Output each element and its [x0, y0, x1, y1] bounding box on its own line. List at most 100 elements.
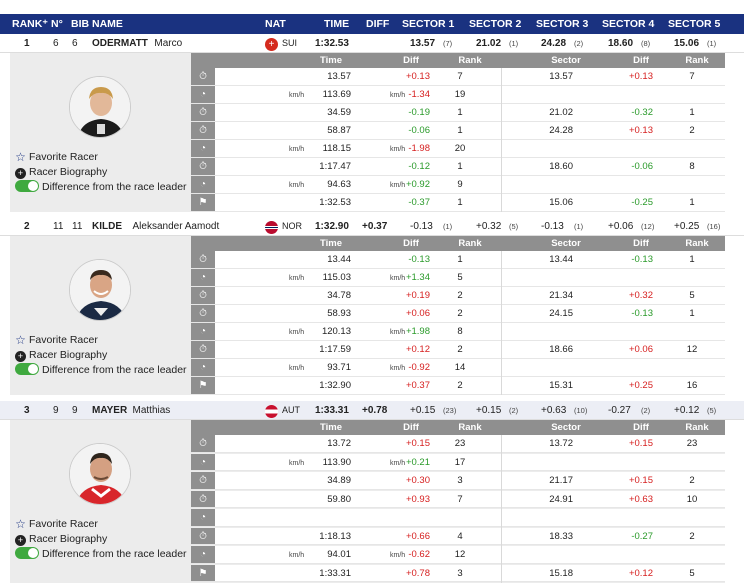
col-sector2[interactable]: SECTOR 2	[469, 18, 522, 30]
stopwatch-icon: ⏱	[191, 68, 215, 85]
difference-toggle[interactable]: Difference from the race leader	[15, 180, 187, 193]
favorite-racer-label: Favorite Racer	[29, 151, 98, 163]
col-sector1[interactable]: SECTOR 1	[402, 18, 455, 30]
speed-icon: ◔	[191, 176, 215, 193]
favorite-racer-label: Favorite Racer	[29, 334, 98, 346]
sector-rank: 1	[689, 308, 695, 319]
th-sector: Sector	[551, 55, 581, 66]
stopwatch-icon: ⏱	[191, 341, 215, 358]
sector-diff: -0.25	[631, 197, 653, 208]
difference-toggle[interactable]: Difference from the race leader	[15, 547, 187, 560]
col-bib[interactable]: BIB	[71, 18, 90, 30]
sector-rank: 2	[689, 125, 695, 136]
sector-time: 13.44	[549, 254, 573, 265]
split-diff: +0.78	[405, 567, 430, 579]
split-row: ⏱ 34.59 -0.19 1 21.02 -0.32 1	[191, 104, 725, 122]
sector-time: 24.15	[549, 308, 573, 319]
difference-toggle[interactable]: Difference from the race leader	[15, 363, 187, 376]
unit-label: km/h	[390, 275, 406, 282]
favorite-racer-link[interactable]: ☆ Favorite Racer	[15, 151, 98, 163]
sector-diff: -0.13	[631, 254, 653, 265]
racer-biography-link[interactable]: + Racer Biography	[15, 166, 107, 179]
favorite-racer-link[interactable]: ☆ Favorite Racer	[15, 518, 98, 530]
split-rank: 14	[454, 362, 466, 373]
racer-sector-value: +0.15	[476, 405, 502, 416]
table-divider	[501, 251, 502, 395]
racer-rank: 3	[24, 405, 30, 416]
racer-no: 11	[53, 221, 64, 232]
racer-diff: +0.37	[362, 221, 388, 232]
racer-summary-row[interactable]: 3 9 9 MAYER Matthias AUT 1:33.31 +0.78 +0…	[0, 401, 744, 420]
sector-time: 13.57	[549, 71, 573, 82]
table-divider	[501, 435, 502, 583]
toggle-switch[interactable]	[15, 363, 39, 375]
split-rank: 1	[457, 254, 463, 265]
racer-lastname[interactable]: ODERMATT	[92, 38, 148, 49]
racer-summary-row[interactable]: 1 6 6 ODERMATT Marco + SUI 1:32.53 13.57…	[0, 34, 744, 53]
col-time[interactable]: TIME	[324, 18, 350, 30]
col-no[interactable]: N°	[51, 18, 63, 30]
sector-time: 18.60	[549, 161, 573, 172]
favorite-racer-link[interactable]: ☆ Favorite Racer	[15, 334, 98, 346]
racer-sector-value: -0.13	[541, 221, 564, 232]
col-name[interactable]: NAME	[92, 18, 123, 30]
split-diff: -0.19	[408, 107, 430, 118]
stopwatch-icon: ⏱	[191, 287, 215, 304]
split-diff: +0.19	[405, 290, 430, 301]
split-row: ⏱ 34.89 +0.30 3 21.17 +0.15 2	[191, 472, 725, 490]
split-rank: 7	[457, 493, 463, 505]
speed-icon: ◔	[191, 359, 215, 376]
col-rank[interactable]: RANK⁺	[12, 18, 48, 30]
flag-icon: ⚑	[191, 377, 215, 394]
racer-sector-value: +0.15	[410, 405, 436, 416]
racer-firstname[interactable]: Aleksander Aamodt	[132, 221, 220, 232]
racer-sector-rank: (2)	[641, 406, 651, 415]
racer-summary-row[interactable]: 2 11 11 KILDE Aleksander Aamodt NOR 1:32…	[0, 217, 744, 236]
racer-lastname[interactable]: MAYER	[92, 405, 128, 416]
racer-sector-rank: (10)	[574, 406, 588, 415]
col-sector5[interactable]: SECTOR 5	[668, 18, 721, 30]
split-row: ◔	[191, 509, 725, 527]
racer-lastname[interactable]: KILDE	[92, 221, 122, 232]
col-sector4[interactable]: SECTOR 4	[602, 18, 655, 30]
toggle-switch[interactable]	[15, 180, 39, 192]
racer-rank: 2	[24, 221, 30, 232]
split-time: 34.78	[327, 290, 351, 301]
racer-biography-link[interactable]: + Racer Biography	[15, 533, 107, 546]
split-row: ⏱ 1:18.13 +0.66 4 18.33 -0.27 2	[191, 527, 725, 545]
col-diff[interactable]: DIFF	[366, 18, 390, 30]
table-divider	[501, 68, 502, 212]
split-row: ⏱ 13.44 -0.13 1 13.44 -0.13 1	[191, 251, 725, 269]
favorite-racer-label: Favorite Racer	[29, 518, 98, 530]
racer-firstname[interactable]: Marco	[154, 38, 183, 49]
stopwatch-icon: ⏱	[191, 122, 215, 139]
racer-sector-rank: (7)	[443, 39, 453, 48]
col-sector3[interactable]: SECTOR 3	[536, 18, 589, 30]
speed-icon: ◔	[191, 86, 215, 103]
th-sector-diff: Diff	[633, 422, 649, 433]
split-table-header: Time Diff Rank Sector Diff Rank	[191, 236, 725, 251]
racer-no: 9	[53, 405, 59, 416]
sector-rank: 8	[689, 161, 695, 172]
toggle-switch[interactable]	[15, 547, 39, 559]
split-rank: 2	[457, 344, 463, 355]
unit-label: km/h	[289, 552, 305, 559]
racer-sector-rank: (8)	[641, 39, 651, 48]
split-rank: 1	[457, 125, 463, 136]
racer-biography-link[interactable]: + Racer Biography	[15, 349, 107, 362]
col-nat[interactable]: NAT	[265, 18, 286, 30]
split-row: ◔ km/h 120.13 km/h +1.98 8	[191, 323, 725, 341]
sector-rank: 23	[686, 438, 698, 449]
sector-rank: 1	[689, 107, 695, 118]
split-row: ◔ km/h 113.69 km/h -1.34 19	[191, 86, 725, 104]
racer-firstname[interactable]: Matthias	[132, 405, 171, 416]
speed-icon: ◔	[191, 509, 215, 526]
sector-time: 21.34	[549, 290, 573, 301]
split-row: ⏱ 1:17.59 +0.12 2 18.66 +0.06 12	[191, 341, 725, 359]
th-diff: Diff	[403, 238, 419, 249]
split-diff: +1.34	[405, 272, 430, 283]
racer-sector-rank: (2)	[509, 406, 519, 415]
stopwatch-icon: ⏱	[191, 104, 215, 121]
flag-icon: ⚑	[191, 194, 215, 211]
sector-time: 15.31	[549, 380, 573, 391]
